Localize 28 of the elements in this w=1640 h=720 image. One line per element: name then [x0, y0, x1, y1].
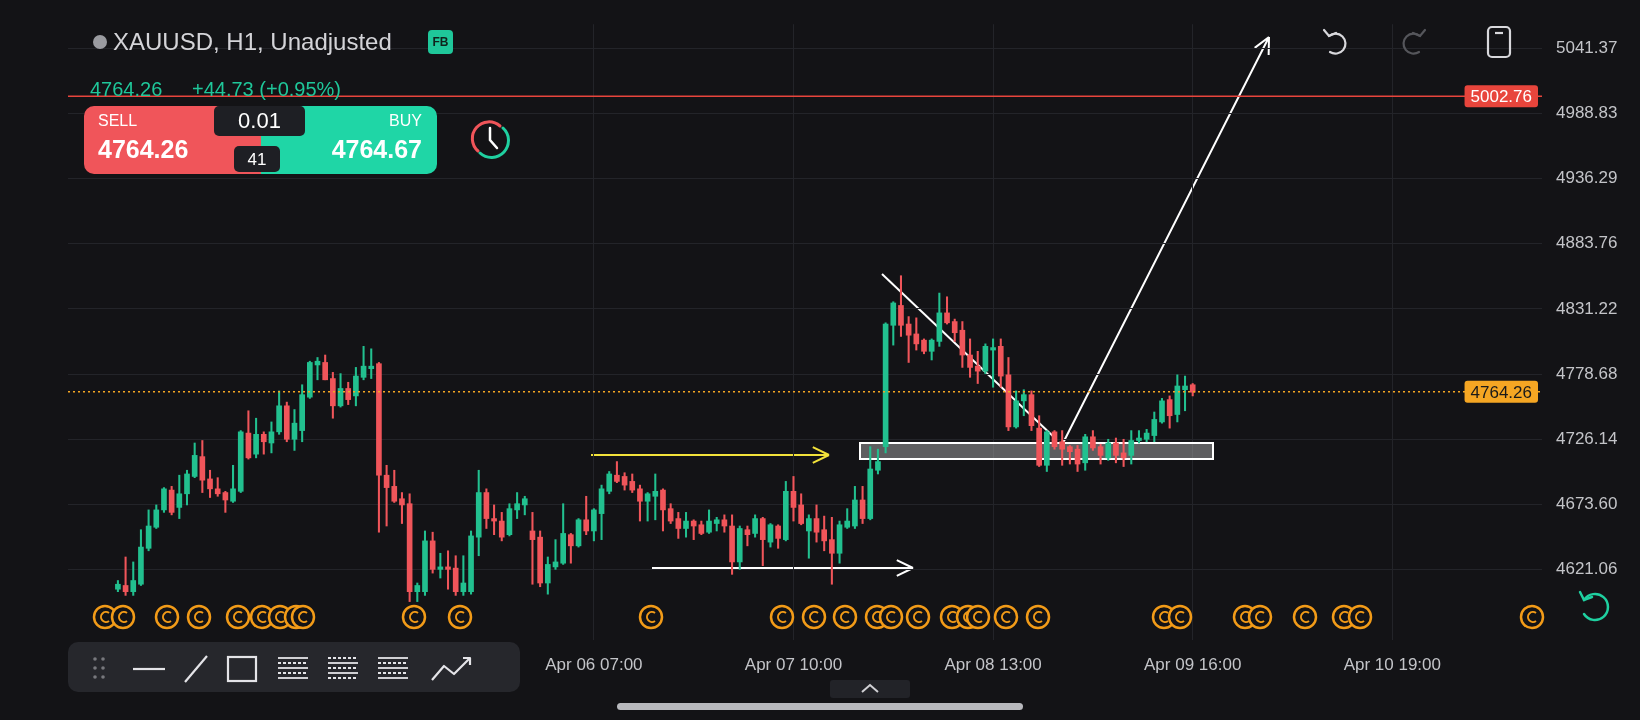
- y-tick-label: 4673.60: [1556, 493, 1618, 513]
- x-tick-label: Apr 07 10:00: [744, 654, 843, 674]
- annotation: FB: [428, 30, 453, 54]
- candlestick: [990, 338, 996, 388]
- annotation: 0.01: [214, 106, 305, 136]
- chart-title: XAUUSD, H1, Unadjusted: [113, 28, 392, 55]
- y-tick-label: 4988.83: [1556, 103, 1618, 123]
- y-tick-label: 4936.29: [1556, 168, 1618, 188]
- x-tick-label: Apr 06 07:00: [545, 654, 643, 674]
- y-tick-label: 4778.68: [1556, 363, 1618, 383]
- annotation: +44.73 (+0.95%): [192, 78, 341, 100]
- ref-line-label: 5002.76: [1470, 87, 1532, 107]
- ref-line-label: 4764.26: [1470, 382, 1532, 402]
- x-tick-label: Apr 08 13:00: [944, 654, 1042, 674]
- y-tick-label: 4726.14: [1556, 428, 1618, 448]
- annotation: 4764.26: [90, 78, 163, 100]
- x-tick-label: Apr 09 16:00: [1144, 654, 1242, 674]
- x-tick-label: Apr 10 19:00: [1343, 654, 1441, 674]
- annotation: BUY: [389, 112, 422, 129]
- annotation: 4764.26: [98, 135, 189, 163]
- candlestick: [445, 550, 451, 590]
- annotation: 41: [234, 146, 280, 172]
- y-tick-label: 4883.76: [1556, 233, 1618, 253]
- y-tick-label: 4831.22: [1556, 298, 1618, 318]
- annotation: SELL: [98, 112, 138, 129]
- y-tick-label: 5041.37: [1556, 38, 1618, 58]
- y-tick-label: 4621.06: [1556, 558, 1618, 578]
- annotation: 4764.67: [331, 135, 422, 163]
